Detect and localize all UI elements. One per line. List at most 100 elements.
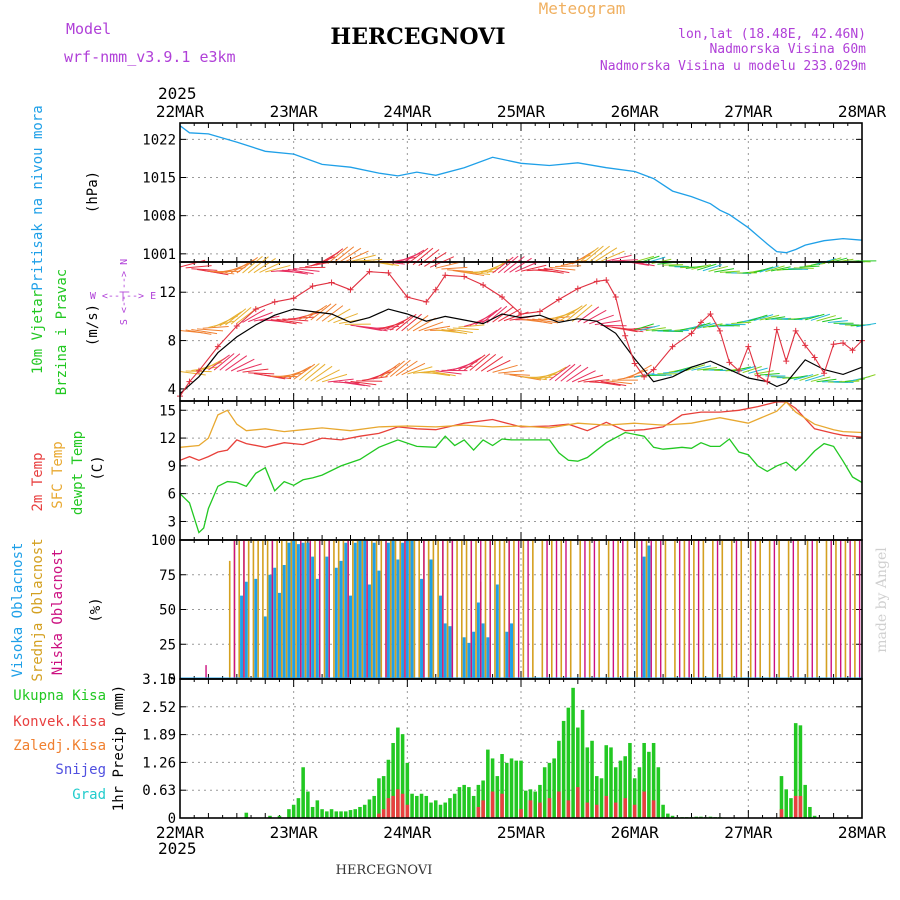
precip-conv-bar	[623, 798, 627, 818]
wind-barb	[759, 314, 780, 321]
wind-barb	[208, 354, 230, 371]
precip-total-bar	[609, 747, 613, 818]
y-tick-label: 100	[151, 533, 176, 549]
wind-barb	[248, 311, 273, 323]
y-tick-label: 0	[168, 672, 176, 688]
wind-barb	[702, 264, 723, 272]
wind-barb	[247, 256, 269, 274]
precip-conv-bar	[793, 795, 798, 818]
wind-barb	[344, 381, 371, 387]
precip-total-bar	[481, 780, 485, 818]
precip-conv-bar	[566, 800, 571, 818]
wind-gust-marker	[745, 343, 752, 350]
wind-gust-marker	[631, 360, 638, 367]
wind-barb	[492, 364, 518, 373]
wind-gust-marker	[716, 327, 723, 334]
wind-barb	[697, 263, 717, 271]
y-tick-label: 2.52	[142, 700, 176, 716]
wind-barbs	[179, 245, 877, 387]
wind-barb	[503, 256, 525, 274]
wind-barb	[219, 311, 242, 327]
wind-barb	[230, 358, 255, 372]
wind-barb	[668, 265, 689, 268]
wind-gust-marker	[783, 358, 790, 365]
wind-barb	[441, 266, 468, 270]
precip-total-bar	[348, 810, 353, 818]
precip-total-bar	[670, 815, 675, 818]
precip-total-bar	[471, 795, 476, 818]
wind-barb	[566, 366, 589, 383]
wind-barb	[339, 381, 365, 387]
precip-conv-bar	[798, 795, 803, 818]
wind-barb	[697, 322, 717, 329]
wind-barb	[310, 365, 333, 382]
y-tick-label: 1015	[142, 171, 176, 187]
wind-barb	[731, 366, 751, 372]
precip-total-bar	[329, 809, 334, 818]
wind-barb	[242, 368, 269, 373]
wind-barb	[225, 355, 248, 371]
wind-barb	[316, 303, 337, 321]
model-label: Model	[66, 20, 111, 38]
wind-gust-marker	[849, 347, 856, 354]
year-label-bottom: 2025	[158, 839, 197, 858]
wind-barb	[691, 322, 711, 330]
wind-barb	[663, 371, 684, 374]
precip-total-bar	[362, 804, 367, 818]
wind-barb	[378, 362, 401, 379]
precip-total-bar	[789, 798, 793, 818]
wind-barb	[759, 373, 780, 376]
wind-barb	[594, 247, 618, 263]
wind-gust-marker	[518, 310, 524, 317]
time-axis-bottom: 22MAR 23MAR 24MAR 25MAR 26MAR 27MAR 28MAR	[156, 823, 887, 842]
wind-barb	[242, 308, 266, 323]
precip-total-bar	[812, 815, 817, 818]
wind-gust-marker	[195, 367, 202, 374]
wind-barb	[265, 264, 291, 273]
precip-total-bar	[377, 778, 381, 818]
precip-total-bar	[585, 747, 590, 818]
panel-frame	[179, 122, 863, 263]
wind-barb	[810, 376, 831, 382]
wind-barb	[299, 363, 320, 381]
wind-barb	[452, 327, 479, 331]
wind-barb	[719, 270, 740, 273]
wind-barb	[606, 254, 632, 262]
temperature-panel: 3 6 9 12 15	[159, 400, 863, 541]
wind-barb	[469, 353, 491, 371]
wind-gust-marker	[802, 342, 809, 349]
precip-total-bar	[623, 756, 627, 818]
wind-gust-marker	[480, 281, 487, 288]
wind-barb	[464, 271, 491, 275]
wind-barb	[321, 373, 348, 383]
wind-barb	[236, 256, 258, 274]
precip-total-bar	[618, 760, 623, 818]
wind-barb	[839, 380, 860, 383]
wind-barb	[788, 375, 808, 380]
wind-barb	[549, 266, 576, 271]
precip-conv-bar	[547, 798, 552, 818]
wind-barb	[560, 305, 583, 321]
precip-label-conv: Konvek.Kisa	[13, 714, 106, 730]
wind-gust-marker	[612, 294, 619, 301]
precip-total-bar	[595, 776, 599, 818]
wind-barb	[856, 322, 877, 328]
precip-conv-bar	[500, 793, 504, 818]
wind-barb	[526, 318, 553, 325]
wind-barb	[645, 327, 666, 332]
wind-barb	[447, 328, 473, 334]
wind-barb	[475, 309, 498, 326]
precip-total-bar	[405, 762, 410, 818]
wind-speed-line	[179, 308, 863, 395]
wind-unit: (m/s)	[85, 304, 101, 346]
pressure-panel: 1001 1008 1015 1022	[142, 122, 863, 263]
wind-gust-marker	[423, 298, 430, 305]
precip-conv-bar	[779, 809, 784, 818]
precip-conv-bar	[481, 800, 485, 818]
wind-barb	[401, 313, 422, 332]
precip-conv-bar	[476, 806, 481, 818]
wind-barb	[185, 329, 212, 335]
precip-total-bar	[793, 723, 798, 818]
wind-barb	[770, 266, 791, 272]
wind-barb	[588, 245, 610, 263]
